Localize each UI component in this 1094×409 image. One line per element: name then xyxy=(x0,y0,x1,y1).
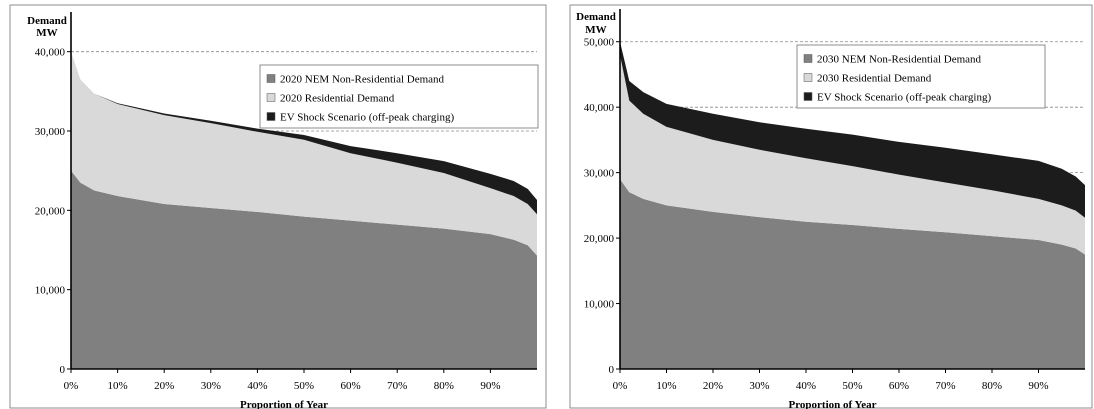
x-tick-label: 60% xyxy=(341,380,361,392)
y-axis-title-line1: Demand xyxy=(27,15,67,27)
legend-entry: 2020 Residential Demand xyxy=(280,93,395,105)
x-tick-label: 30% xyxy=(749,380,769,392)
y-tick-label: 20,000 xyxy=(584,233,615,245)
legend-entry: 2030 NEM Non-Residential Demand xyxy=(817,54,982,66)
x-tick-label: 40% xyxy=(796,380,816,392)
x-tick-label: 80% xyxy=(982,380,1002,392)
x-tick-label: 30% xyxy=(201,380,221,392)
x-tick-label: 50% xyxy=(842,380,862,392)
x-tick-label: 70% xyxy=(387,380,407,392)
y-tick-label: 40,000 xyxy=(584,102,615,114)
x-tick-label: 40% xyxy=(247,380,267,392)
legend-swatch xyxy=(803,73,813,82)
x-tick-label: 20% xyxy=(703,380,723,392)
x-tick-label: 70% xyxy=(935,380,955,392)
legend-swatch xyxy=(266,74,276,83)
legend: 2030 NEM Non-Residential Demand 2030 Resi… xyxy=(796,44,1046,109)
x-axis-title: Proportion of Year xyxy=(240,399,328,409)
area-series-2 xyxy=(620,41,1085,218)
area-series-0 xyxy=(71,170,537,369)
legend-swatch xyxy=(266,93,276,102)
x-tick-label: 90% xyxy=(480,380,500,392)
y-axis-title-line1: Demand xyxy=(576,11,616,23)
legend-swatch xyxy=(266,112,276,121)
legend-entry: 2030 Residential Demand xyxy=(817,73,932,85)
legend-swatch xyxy=(803,54,813,63)
x-tick-label: 20% xyxy=(154,380,174,392)
demand-duration-chart-2030: 0 10,000 20,000 30,000 40,000 50,000 0% 10% 20% 3… xyxy=(569,4,1093,409)
area-series-1 xyxy=(71,51,537,256)
area-series-1 xyxy=(620,54,1085,255)
area-series-0 xyxy=(620,179,1085,369)
x-tick-label: 0% xyxy=(613,380,628,392)
chart-frame xyxy=(9,4,547,409)
x-axis-title: Proportion of Year xyxy=(789,399,877,409)
legend: 2020 NEM Non-Residential Demand 2020 Resi… xyxy=(259,64,539,129)
y-tick-label: 40,000 xyxy=(35,47,66,59)
y-tick-label: 0 xyxy=(60,364,66,376)
y-tick-label: 30,000 xyxy=(584,168,615,180)
x-tick-label: 10% xyxy=(656,380,676,392)
chart-frame xyxy=(569,4,1093,409)
y-axis-title-line2: MW xyxy=(585,24,606,36)
legend-box xyxy=(796,44,1046,109)
x-tick-label: 80% xyxy=(434,380,454,392)
x-tick-label: 90% xyxy=(1028,380,1048,392)
y-tick-label: 20,000 xyxy=(35,205,66,217)
x-tick-label: 60% xyxy=(889,380,909,392)
x-tick-label: 50% xyxy=(294,380,314,392)
legend-box xyxy=(259,64,539,129)
y-tick-label: 10,000 xyxy=(35,285,66,297)
chart-panel-2020: 0 10,000 20,000 30,000 40,000 0% 10% 20% 30% 40% 5… xyxy=(9,4,547,409)
chart-panel-2030: 0 10,000 20,000 30,000 40,000 50,000 0% 10% 20% 3… xyxy=(566,0,1094,409)
demand-duration-chart-2020: 0 10,000 20,000 30,000 40,000 0% 10% 20% 30% 40% 5… xyxy=(9,4,547,409)
y-tick-label: 0 xyxy=(609,364,615,376)
legend-swatch xyxy=(803,92,813,101)
y-tick-label: 50,000 xyxy=(584,37,615,49)
x-tick-label: 0% xyxy=(64,380,79,392)
y-tick-label: 10,000 xyxy=(584,299,615,311)
y-axis-title-line2: MW xyxy=(36,27,57,39)
x-tick-label: 10% xyxy=(108,380,128,392)
legend-entry: EV Shock Scenario (off-peak charging) xyxy=(817,92,991,104)
legend-entry: 2020 NEM Non-Residential Demand xyxy=(280,74,445,86)
legend-entry: EV Shock Scenario (off-peak charging) xyxy=(280,112,454,124)
y-tick-label: 30,000 xyxy=(35,126,66,138)
